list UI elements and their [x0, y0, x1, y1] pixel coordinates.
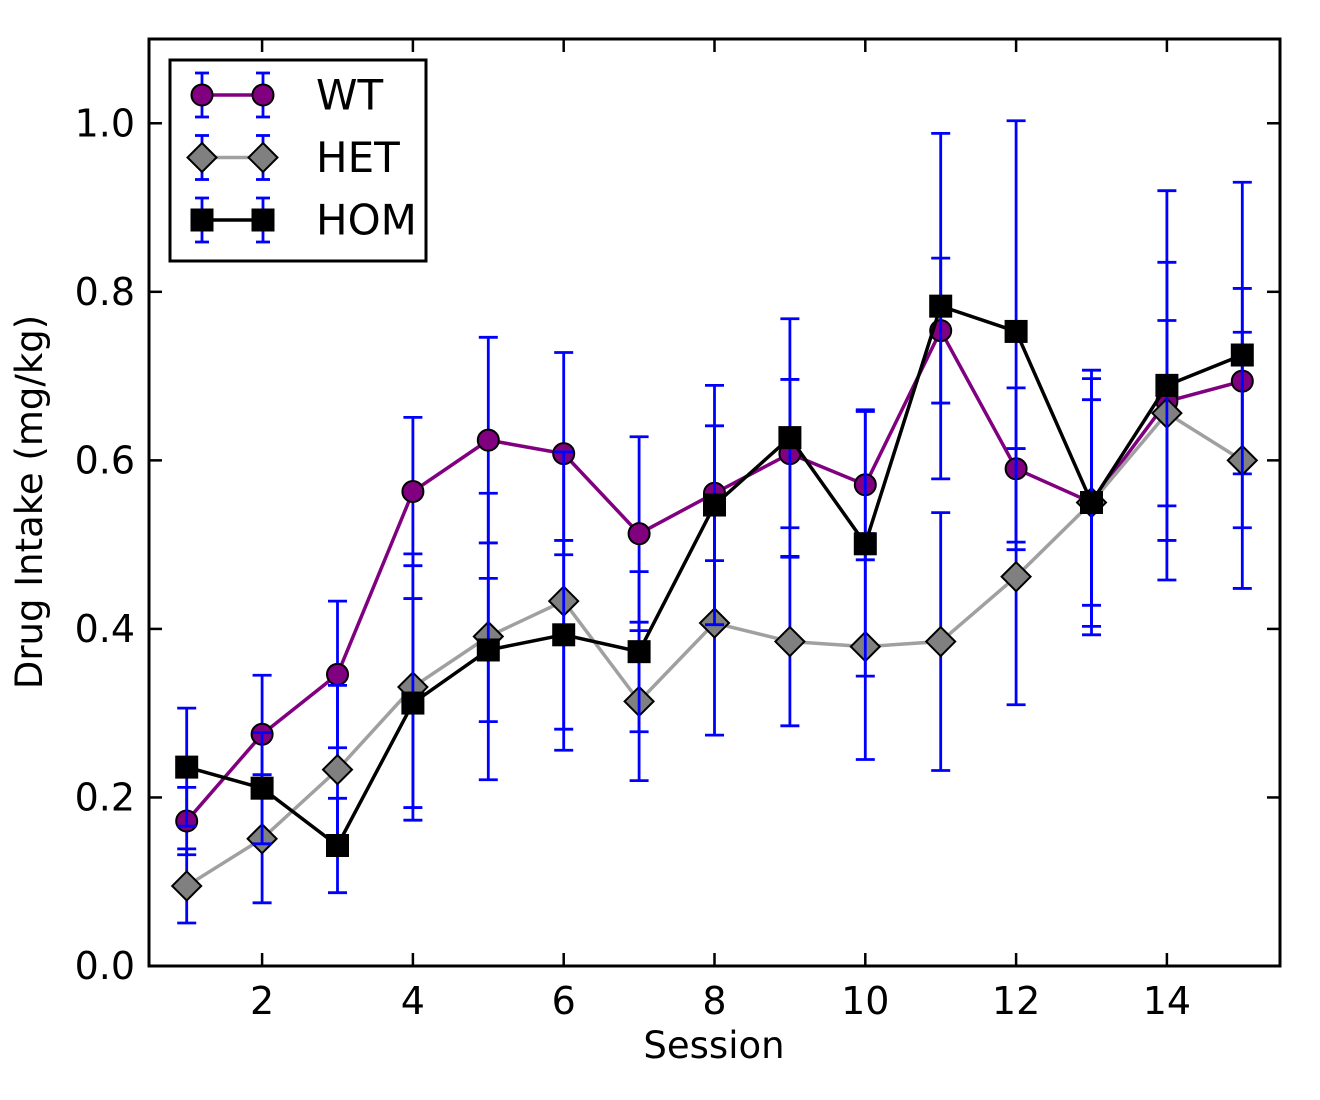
x-tick-label: 12 — [992, 979, 1040, 1023]
data-point-marker-diamond — [1000, 560, 1033, 593]
legend-entry-HOM: HOM — [190, 196, 417, 245]
data-point-marker-diamond — [186, 141, 218, 174]
data-point-marker-square — [853, 532, 877, 556]
y-tick-label: 0.6 — [75, 438, 135, 482]
x-tick-label: 2 — [250, 979, 274, 1023]
data-point-marker-circle — [627, 522, 651, 546]
data-point-marker-square — [1155, 373, 1179, 397]
x-tick-label: 14 — [1143, 979, 1191, 1023]
series-HOM — [175, 119, 1254, 895]
legend-label: WT — [316, 71, 384, 120]
data-point-marker-diamond — [321, 753, 354, 786]
legend-entry-HET: HET — [186, 133, 400, 182]
y-tick-label: 0.2 — [75, 775, 135, 819]
data-point-marker-circle — [476, 428, 500, 452]
data-point-marker-square — [251, 208, 275, 232]
data-point-marker-square — [1080, 491, 1103, 514]
data-point-marker-square — [476, 638, 500, 662]
data-point-marker-square — [703, 493, 726, 517]
x-tick-label: 10 — [841, 979, 889, 1023]
data-series-layer — [170, 119, 1259, 925]
axis-ticks-layer: 2 4 6 8 10 12 14 0.0 0.2 0.4 0.6 0.8 1.0 — [75, 39, 1280, 1023]
x-axis-title: Session — [643, 1024, 784, 1067]
data-point-marker-square — [552, 623, 576, 647]
y-tick-label: 1.0 — [75, 101, 135, 145]
data-point-marker-square — [778, 426, 802, 450]
x-tick-label: 8 — [702, 979, 726, 1023]
data-point-marker-square — [1230, 343, 1254, 367]
legend-entry-WT: WT — [190, 71, 384, 120]
data-point-marker-square — [326, 833, 349, 857]
data-point-marker-square — [627, 640, 651, 664]
data-point-marker-circle — [401, 480, 425, 504]
data-point-marker-circle — [326, 662, 349, 686]
data-point-marker-diamond — [924, 625, 957, 658]
data-point-marker-diamond — [773, 625, 806, 658]
x-tick-label: 4 — [401, 979, 425, 1023]
data-point-marker-diamond — [170, 870, 203, 902]
data-point-marker-square — [250, 776, 274, 800]
x-tick-label: 6 — [552, 979, 576, 1023]
legend: WT HET HOM — [168, 58, 428, 263]
y-tick-label: 0.0 — [75, 944, 135, 988]
data-point-marker-square — [401, 691, 425, 715]
data-point-marker-square — [1004, 319, 1028, 343]
y-axis-title: Drug Intake (mg/kg) — [8, 315, 51, 689]
data-point-marker-square — [190, 208, 214, 232]
y-tick-label: 0.8 — [75, 270, 135, 314]
data-point-marker-circle — [251, 83, 275, 107]
data-point-marker-diamond — [247, 141, 279, 174]
data-point-marker-square — [929, 294, 953, 318]
legend-label: HOM — [316, 196, 417, 245]
data-point-marker-circle — [190, 83, 214, 107]
legend-label: HET — [316, 133, 400, 182]
y-tick-label: 0.4 — [75, 607, 135, 651]
data-point-marker-square — [175, 755, 199, 779]
